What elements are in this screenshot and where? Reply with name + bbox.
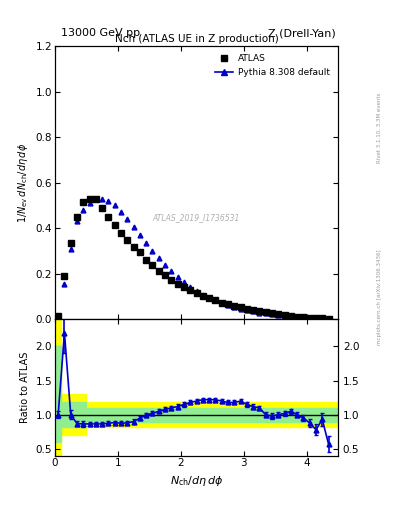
Legend: ATLAS, Pythia 8.308 default: ATLAS, Pythia 8.308 default xyxy=(212,51,334,80)
Title: Nch (ATLAS UE in Z production): Nch (ATLAS UE in Z production) xyxy=(115,34,278,44)
Text: Rivet 3.1.10, 3.3M events: Rivet 3.1.10, 3.3M events xyxy=(377,93,382,163)
Y-axis label: $1/N_\mathrm{ev}\,dN_\mathrm{ch}/d\eta\,d\phi$: $1/N_\mathrm{ev}\,dN_\mathrm{ch}/d\eta\,… xyxy=(16,142,30,223)
Text: Z (Drell-Yan): Z (Drell-Yan) xyxy=(268,28,336,38)
Text: 13000 GeV pp: 13000 GeV pp xyxy=(61,28,140,38)
Y-axis label: Ratio to ATLAS: Ratio to ATLAS xyxy=(20,352,30,423)
X-axis label: $N_\mathrm{ch}/d\eta\,d\phi$: $N_\mathrm{ch}/d\eta\,d\phi$ xyxy=(170,474,223,488)
Text: mcplots.cern.ch [arXiv:1306.3436]: mcplots.cern.ch [arXiv:1306.3436] xyxy=(377,249,382,345)
Text: ATLAS_2019_I1736531: ATLAS_2019_I1736531 xyxy=(153,214,240,223)
